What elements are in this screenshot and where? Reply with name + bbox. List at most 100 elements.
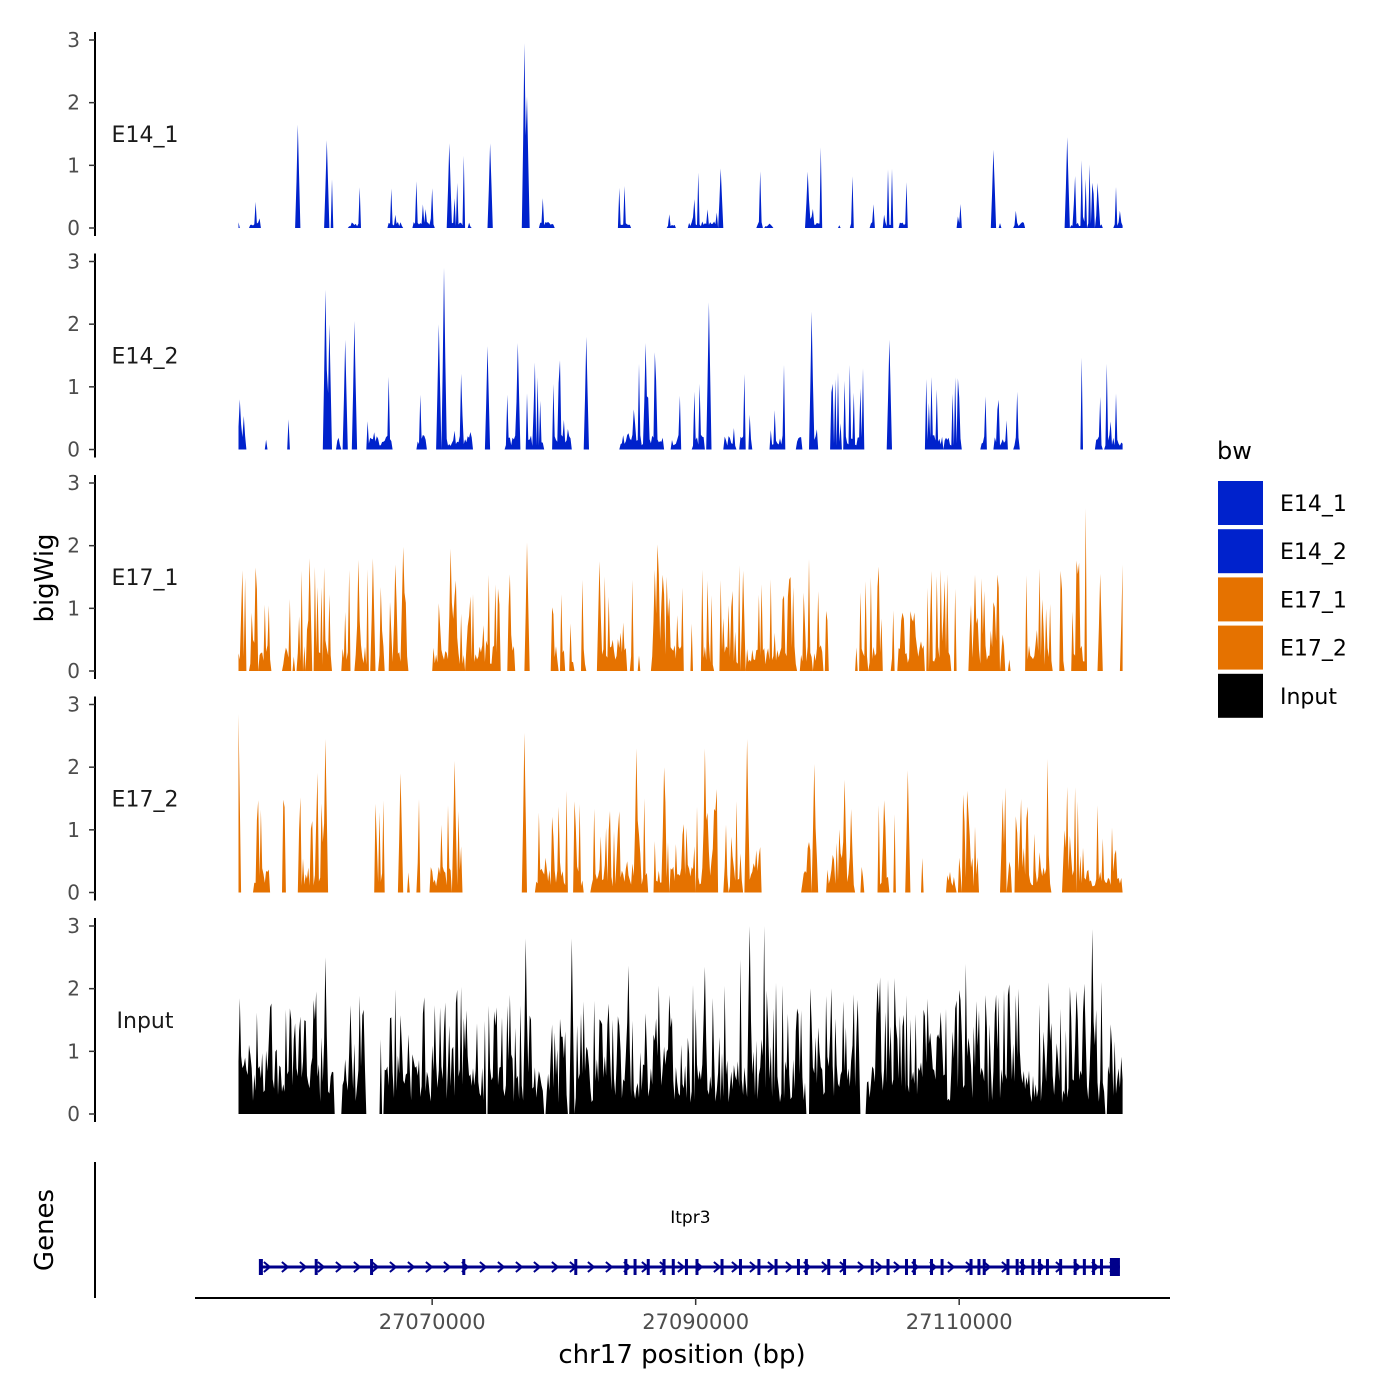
track-label: E17_1	[112, 566, 179, 591]
strand-arrow	[983, 1261, 992, 1273]
track-label: E14_2	[112, 345, 179, 370]
x-ticks: 27070000 27090000 27110000	[379, 1298, 1013, 1334]
exon	[633, 1259, 637, 1275]
y-tick-label: 1	[67, 153, 80, 177]
exon	[1015, 1259, 1019, 1275]
legend-label: Input	[1280, 685, 1337, 710]
exon	[912, 1259, 916, 1275]
legend-swatch	[1218, 529, 1263, 574]
strand-arrow	[659, 1261, 668, 1273]
exon	[684, 1259, 688, 1275]
bigwig-tracks: 0 1 2 3 E14_1 0 1 2 3 E14_2 0 1 2 3 E17_1 0 1 2 3 E17_2 0 1 2 3…	[67, 28, 1123, 1126]
strand-arrow	[749, 1261, 758, 1273]
strand-arrow	[587, 1261, 596, 1273]
exon	[738, 1259, 742, 1275]
y-tick-label: 3	[67, 914, 80, 938]
x-axis: 27070000 27090000 27110000 chr17 position …	[195, 1297, 1170, 1370]
legend-label: E14_2	[1280, 540, 1347, 565]
exon	[843, 1259, 847, 1275]
x-tick-label: 27090000	[642, 1310, 749, 1334]
gene-Itpr3: Itpr3	[258, 1208, 1120, 1276]
coverage-area-E17_2	[238, 713, 1123, 893]
coverage-area-Input	[238, 926, 1123, 1114]
exon	[886, 1259, 890, 1275]
legend: bw E14_1 E14_2 E17_1 E17_2 Input	[1217, 437, 1347, 718]
strand-arrow	[407, 1261, 416, 1273]
strand-arrow	[767, 1261, 776, 1273]
exon	[870, 1259, 874, 1275]
y-tick-label: 3	[67, 28, 80, 52]
exon	[671, 1259, 675, 1275]
legend-entry: Input	[1218, 673, 1337, 718]
track-E17_1: 0 1 2 3 E17_1	[67, 471, 1123, 683]
y-tick-label: 2	[67, 534, 80, 558]
y-tick-label: 2	[67, 312, 80, 336]
legend-label: E17_1	[1280, 588, 1347, 613]
legend-entries: E14_1 E14_2 E17_1 E17_2 Input	[1218, 481, 1347, 718]
x-tick-label: 27070000	[379, 1310, 486, 1334]
legend-swatch	[1218, 673, 1263, 718]
exon	[982, 1259, 986, 1275]
track-label: E17_2	[112, 788, 179, 813]
exon	[462, 1259, 466, 1275]
exon	[827, 1259, 831, 1275]
exon	[774, 1259, 778, 1275]
strand-arrow	[533, 1261, 542, 1273]
strand-arrow	[515, 1261, 524, 1273]
y-tick-label: 2	[67, 977, 80, 1001]
y-tick-label: 1	[67, 818, 80, 842]
strand-arrow	[785, 1261, 794, 1273]
exon	[930, 1259, 934, 1275]
exon	[1082, 1259, 1086, 1275]
strand-arrow	[479, 1261, 488, 1273]
exon	[1109, 1258, 1120, 1276]
strand-arrow	[713, 1261, 722, 1273]
exon	[624, 1259, 628, 1275]
y-tick-label: 3	[67, 471, 80, 495]
exon	[662, 1259, 666, 1275]
strand-arrow	[605, 1261, 614, 1273]
exon	[1006, 1259, 1010, 1275]
y-tick-label: 0	[67, 1102, 80, 1126]
track-Input: 0 1 2 3 Input	[67, 914, 1123, 1126]
y-tick-label: 1	[67, 596, 80, 620]
exon	[1020, 1259, 1024, 1275]
y-tick-label: 0	[67, 659, 80, 683]
gene-label: Itpr3	[670, 1208, 710, 1228]
strand-arrow	[263, 1261, 272, 1273]
exon	[804, 1259, 808, 1275]
legend-swatch	[1218, 577, 1263, 622]
exon	[1099, 1259, 1103, 1275]
strand-arrow	[443, 1261, 452, 1273]
strand-arrow	[317, 1261, 326, 1273]
y-tick-label: 2	[67, 91, 80, 115]
exon	[1073, 1259, 1077, 1275]
track-E14_2: 0 1 2 3 E14_2	[67, 250, 1123, 462]
y-axis-title-genes: Genes	[30, 1189, 60, 1271]
exon	[1038, 1259, 1042, 1275]
x-axis-title: chr17 position (bp)	[558, 1340, 805, 1370]
legend-entry: E17_1	[1218, 577, 1347, 622]
strand-arrow	[281, 1261, 290, 1273]
legend-title: bw	[1217, 437, 1252, 465]
exon	[1092, 1259, 1096, 1275]
track-label: Input	[117, 1009, 174, 1034]
strand-arrow	[353, 1261, 362, 1273]
strand-arrow	[425, 1261, 434, 1273]
genes-panel: Genes Itpr3	[30, 1162, 1120, 1298]
exon	[796, 1259, 800, 1275]
strand-arrow	[551, 1261, 560, 1273]
y-tick-label: 1	[67, 1039, 80, 1063]
track-label: E14_1	[112, 123, 179, 148]
exon	[977, 1259, 981, 1275]
y-tick-label: 0	[67, 216, 80, 240]
coverage-area-E14_1	[238, 43, 1123, 228]
strand-arrow	[857, 1261, 866, 1273]
legend-label: E17_2	[1280, 637, 1347, 662]
strand-arrow	[893, 1261, 902, 1273]
exon	[1031, 1259, 1035, 1275]
strand-arrow	[677, 1261, 686, 1273]
coverage-area-E14_2	[238, 267, 1123, 450]
exon	[574, 1259, 578, 1275]
